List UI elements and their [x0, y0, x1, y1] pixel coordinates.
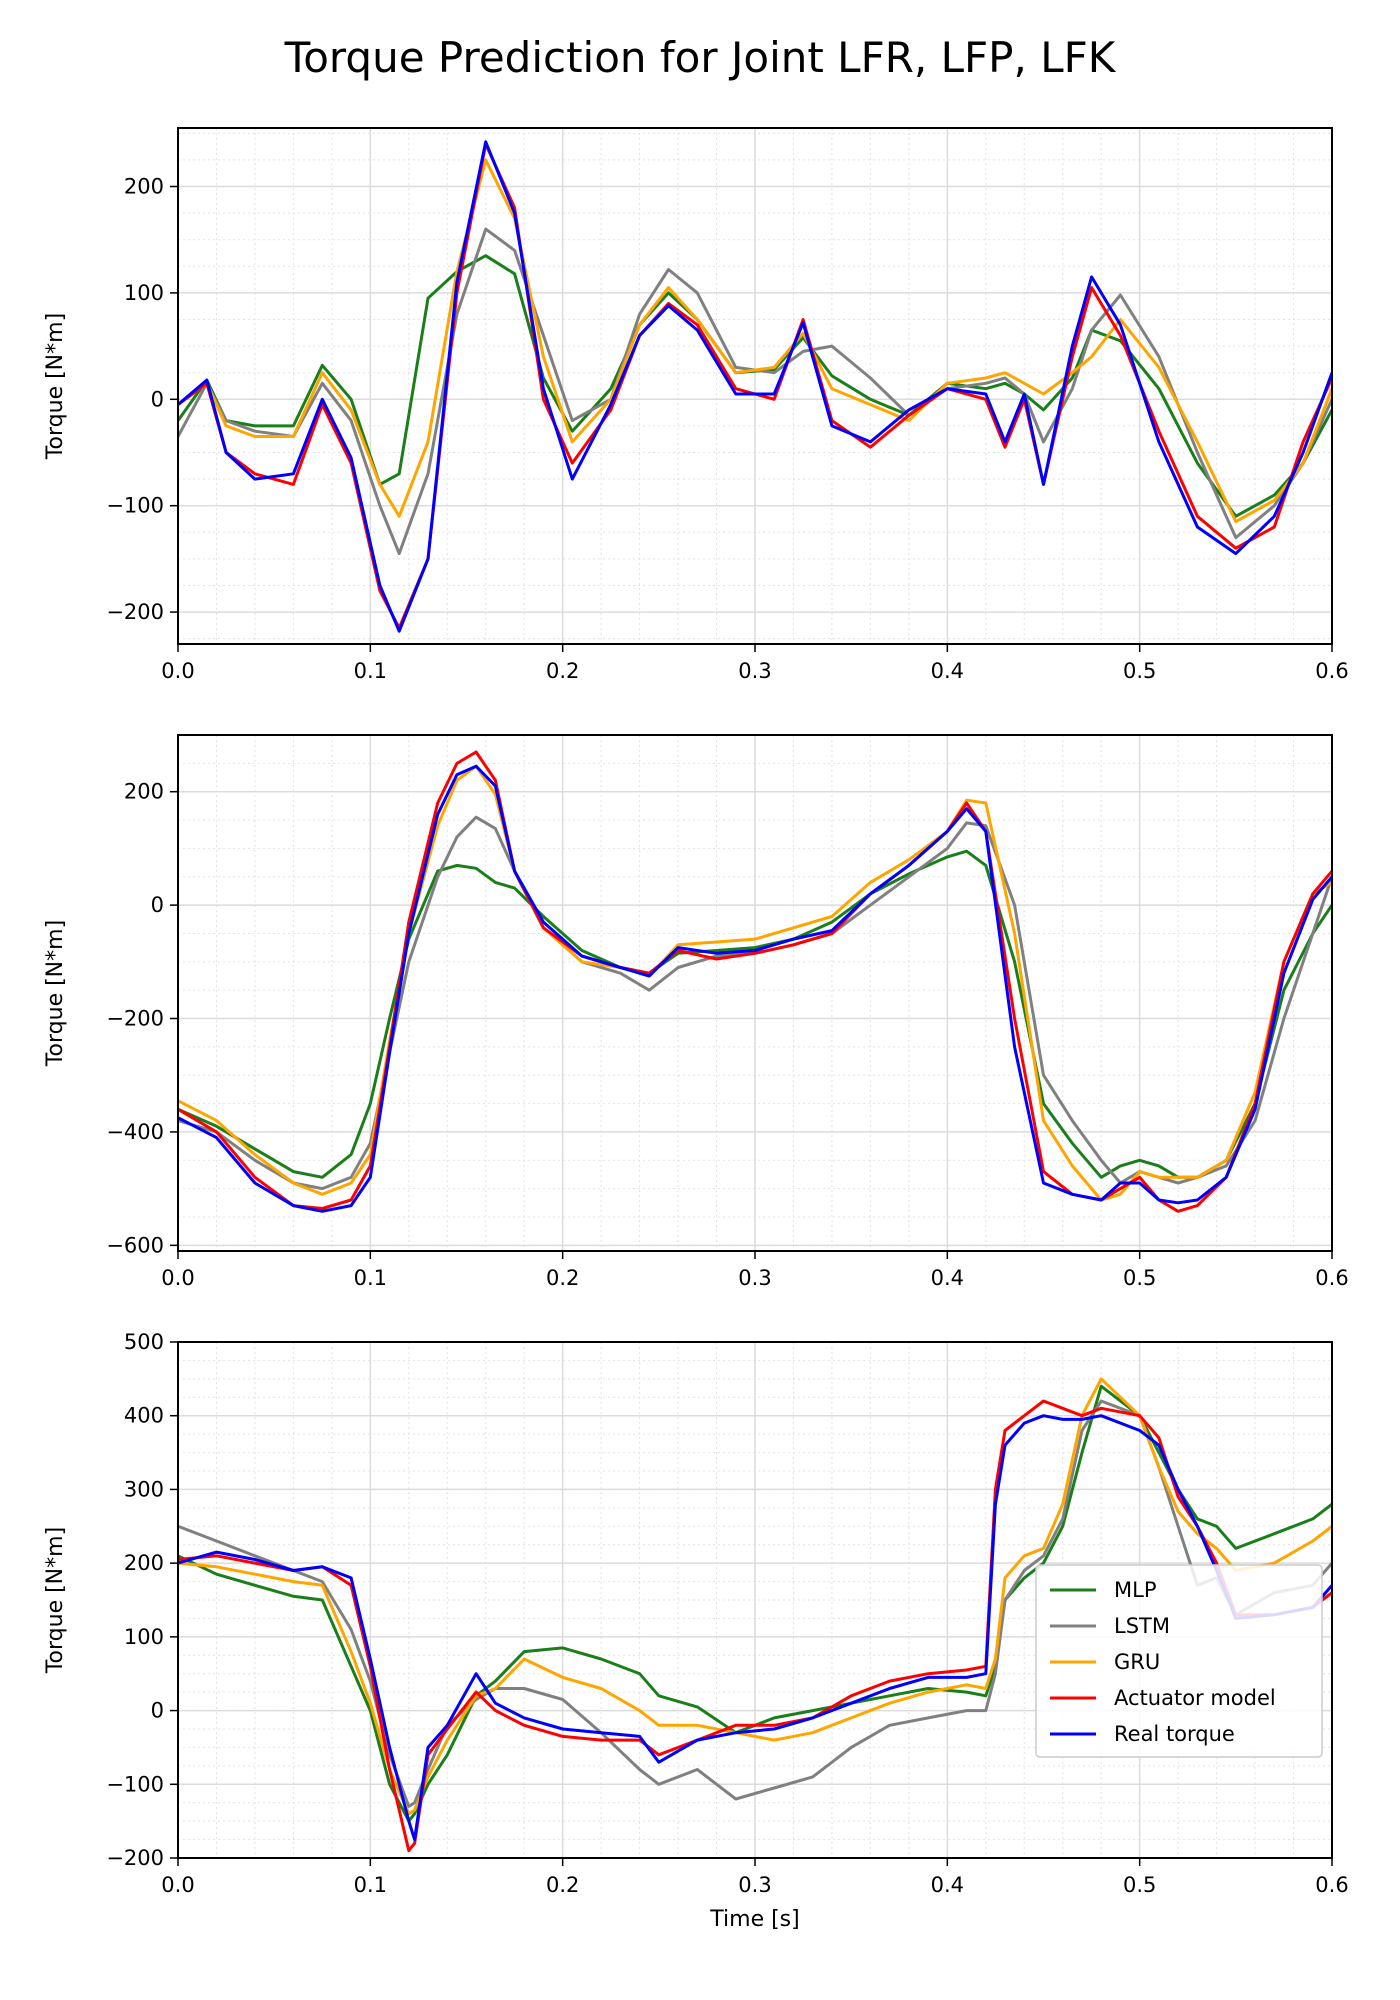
legend-label-gru: GRU [1114, 1650, 1160, 1674]
x-tick-label: 0.6 [1315, 1266, 1348, 1290]
series-line-actuator-model [178, 1399, 1332, 1853]
series-line-mlp [178, 1384, 1332, 1823]
x-tick-label: 0.3 [738, 1873, 771, 1897]
x-tick-label: 0.5 [1123, 1266, 1156, 1290]
series-group [178, 1377, 1332, 1853]
x-tick-label: 0.4 [931, 1266, 964, 1290]
y-tick-label: −600 [106, 1233, 164, 1257]
x-tick-label: 0.1 [354, 659, 387, 683]
x-tick-label: 0.5 [1123, 1873, 1156, 1897]
x-tick-label: 0.2 [546, 659, 579, 683]
legend-label-lstm: LSTM [1114, 1614, 1170, 1638]
y-tick-label: 0 [151, 893, 164, 917]
y-tick-label: −200 [106, 1007, 164, 1031]
panel-lfr: 0.0 0.1 0.2 0.3 0.4 0.5 0.6 −200 −100 0 100 200 Torq… [43, 127, 1349, 683]
series-line-real-torque [178, 764, 1332, 1213]
y-tick-label: 0 [151, 1699, 164, 1723]
figure-title: Torque Prediction for Joint LFR, LFP, LF… [284, 33, 1117, 82]
y-tick-label: 400 [124, 1404, 164, 1428]
panel-lfp: 0.0 0.1 0.2 0.3 0.4 0.5 0.6 −600 −400 −200 0 200 Tor… [43, 734, 1349, 1290]
series-line-real-torque [178, 1414, 1332, 1842]
y-tick-label: 0 [151, 387, 164, 411]
legend-frame [1035, 1564, 1323, 1758]
y-tick-label: 300 [124, 1477, 164, 1501]
y-tick-label: 200 [124, 1551, 164, 1575]
y-tick-label: 100 [124, 281, 164, 305]
legend: MLP LSTM GRU Actuator model Real torque [1035, 1564, 1323, 1758]
y-tick-label: 200 [124, 175, 164, 199]
y-tick-label: 500 [124, 1330, 164, 1354]
x-tick-label: 0.2 [546, 1266, 579, 1290]
y-tick-label: 100 [124, 1625, 164, 1649]
panel-lfk: 0.0 0.1 0.2 0.3 0.4 0.5 0.6 −200 −100 0 100 200 300 4… [43, 1330, 1349, 1932]
y-tick-label: −200 [106, 1846, 164, 1870]
x-tick-label: 0.4 [931, 1873, 964, 1897]
x-tick-label: 0.0 [161, 1873, 194, 1897]
x-tick-label: 0.6 [1315, 1873, 1348, 1897]
x-tick-label: 0.3 [738, 659, 771, 683]
y-axis-label: Torque [N*m] [43, 313, 68, 460]
x-tick-label: 0.1 [354, 1266, 387, 1290]
series-group [178, 750, 1332, 1213]
legend-label-actuator-model: Actuator model [1114, 1686, 1276, 1710]
x-tick-label: 0.0 [161, 659, 194, 683]
y-axis-label: Torque [N*m] [43, 920, 68, 1067]
y-axis-label: Torque [N*m] [43, 1527, 68, 1674]
y-tick-label: −200 [106, 600, 164, 624]
series-group [178, 140, 1332, 633]
y-tick-label: −100 [106, 494, 164, 518]
y-tick-label: 200 [124, 780, 164, 804]
y-tick-label: −100 [106, 1772, 164, 1796]
x-tick-label: 0.2 [546, 1873, 579, 1897]
x-tick-label: 0.3 [738, 1266, 771, 1290]
x-tick-label: 0.1 [354, 1873, 387, 1897]
x-tick-label: 0.0 [161, 1266, 194, 1290]
x-axis-label: Time [s] [709, 1907, 799, 1932]
x-tick-label: 0.4 [931, 659, 964, 683]
x-tick-label: 0.5 [1123, 659, 1156, 683]
series-line-gru [178, 158, 1332, 524]
legend-label-mlp: MLP [1114, 1578, 1156, 1602]
x-tick-label: 0.6 [1315, 659, 1348, 683]
legend-label-real-torque: Real torque [1114, 1722, 1235, 1746]
series-line-real-torque [178, 140, 1332, 633]
y-tick-label: −400 [106, 1120, 164, 1144]
